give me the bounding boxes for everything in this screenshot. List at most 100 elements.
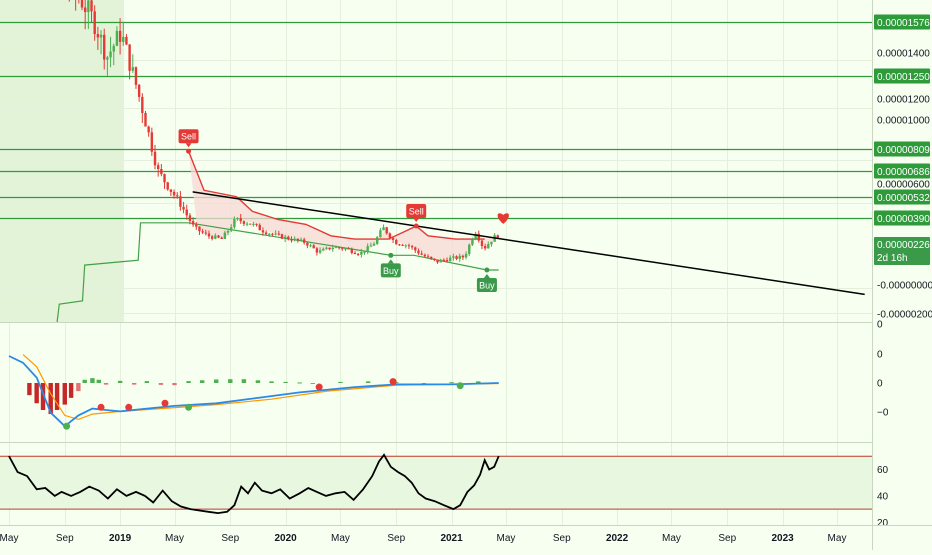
candle-body bbox=[125, 36, 128, 45]
candle-body bbox=[429, 256, 433, 259]
candle-body bbox=[302, 239, 306, 243]
candle-body bbox=[258, 224, 261, 231]
candle-body bbox=[455, 256, 458, 259]
horizontal-levels bbox=[0, 21, 872, 220]
candle-body bbox=[252, 223, 255, 225]
candle-body bbox=[99, 34, 103, 38]
candle-body bbox=[436, 259, 439, 263]
time-axis-tick: May bbox=[662, 533, 681, 544]
candle-body bbox=[80, 0, 84, 8]
candle-body bbox=[414, 247, 417, 251]
price-level-tag-text: 0.00000809 bbox=[877, 145, 930, 156]
candle-body bbox=[363, 251, 366, 253]
macd-histogram-bar bbox=[214, 379, 219, 383]
candle-body bbox=[195, 224, 198, 227]
price-level-tag-box bbox=[874, 141, 930, 157]
time-axis-tick: May bbox=[0, 533, 18, 544]
macd-histogram-bar bbox=[365, 381, 371, 383]
buy-signal: Buy bbox=[476, 267, 497, 292]
time-axis-tick: May bbox=[828, 533, 847, 544]
time-axis-tick: 2022 bbox=[606, 533, 629, 544]
candle-body bbox=[176, 195, 179, 197]
price-scale[interactable] bbox=[872, 0, 932, 550]
candle-body bbox=[398, 244, 401, 246]
macd-histogram-bar bbox=[476, 381, 481, 383]
candle-body bbox=[445, 260, 449, 262]
macd-line bbox=[8, 355, 499, 428]
price-level-tag-text: 0.00000686 bbox=[877, 167, 930, 178]
macd-histogram-bar bbox=[172, 383, 177, 386]
price-level-tag-box bbox=[874, 189, 930, 205]
candle-body bbox=[210, 236, 214, 239]
candle-body bbox=[306, 242, 309, 246]
signal-pointer bbox=[185, 143, 192, 148]
candle-body bbox=[379, 230, 382, 238]
candle-body bbox=[115, 30, 119, 46]
candle-body bbox=[271, 233, 274, 235]
macd-histogram-bar bbox=[27, 383, 32, 396]
macd-axis-labels: 0 0 0 −0 bbox=[877, 320, 889, 419]
macd-histogram-bar bbox=[131, 383, 137, 385]
candle-body bbox=[268, 233, 271, 235]
candle-body bbox=[347, 248, 350, 250]
signal-box bbox=[178, 129, 199, 144]
candle-body bbox=[229, 227, 233, 231]
candle-body bbox=[458, 255, 461, 259]
macd-histogram-bar bbox=[297, 382, 302, 384]
macd-bear-cross bbox=[97, 403, 105, 411]
candle-body bbox=[207, 233, 211, 237]
candle-body bbox=[191, 221, 195, 225]
macd-histogram-bar bbox=[241, 379, 247, 383]
candle-body bbox=[261, 230, 265, 233]
trendline[interactable] bbox=[192, 191, 865, 296]
candle-body bbox=[131, 67, 134, 71]
macd-bull-cross bbox=[185, 403, 193, 411]
candle-body bbox=[487, 244, 490, 249]
macd-histogram-bar bbox=[158, 383, 164, 385]
time-axis-tick: May bbox=[165, 533, 184, 544]
candle-body bbox=[312, 245, 315, 249]
candle-body bbox=[423, 254, 427, 257]
candle-body bbox=[179, 196, 182, 207]
signal-dot bbox=[186, 148, 192, 154]
candle-body bbox=[198, 226, 201, 232]
rsi-band bbox=[0, 456, 872, 510]
candle-body bbox=[153, 151, 157, 166]
time-axis-tick: Sep bbox=[56, 533, 74, 544]
macd-bear-cross bbox=[315, 383, 323, 391]
candle-body bbox=[366, 246, 369, 252]
candle-body bbox=[376, 237, 379, 244]
resistance-trendline[interactable] bbox=[192, 191, 865, 296]
price-level-tag-text: 0.00000390 bbox=[877, 214, 930, 225]
candle-body bbox=[490, 241, 493, 245]
time-axis[interactable]: May Sep 2019 May Sep 2020 May Sep 2021 May Sep 2022… bbox=[0, 533, 846, 544]
signal-box bbox=[380, 263, 401, 278]
macd-bull-cross bbox=[456, 382, 464, 390]
rsi-axis-tick: 20 bbox=[877, 518, 889, 529]
macd-axis-tick: −0 bbox=[877, 408, 889, 419]
rsi-axis-tick: 40 bbox=[877, 491, 889, 502]
candle-body bbox=[169, 189, 173, 192]
candle-body bbox=[96, 34, 100, 38]
candle-body bbox=[144, 112, 147, 127]
candle-body bbox=[93, 11, 96, 35]
macd-histogram-bar bbox=[54, 383, 60, 410]
macd-bear-cross bbox=[125, 403, 133, 411]
candle-body bbox=[166, 182, 169, 190]
candle-body bbox=[118, 30, 122, 42]
price-axis-tick: 0.00001400 bbox=[877, 49, 930, 60]
signal-dot bbox=[388, 252, 394, 258]
candles bbox=[68, 0, 500, 264]
price-level-tag: 0.00000686 bbox=[874, 163, 930, 179]
candle-body bbox=[150, 132, 154, 152]
signal-label: Sell bbox=[409, 207, 424, 217]
candle-body bbox=[220, 237, 223, 239]
candle-body bbox=[341, 248, 344, 250]
time-axis-tick: Sep bbox=[718, 533, 736, 544]
candle-body bbox=[264, 232, 268, 235]
candle-body bbox=[287, 236, 290, 240]
price-level-tag-text: 0.00001576 bbox=[877, 18, 930, 29]
candle-body bbox=[87, 0, 90, 13]
